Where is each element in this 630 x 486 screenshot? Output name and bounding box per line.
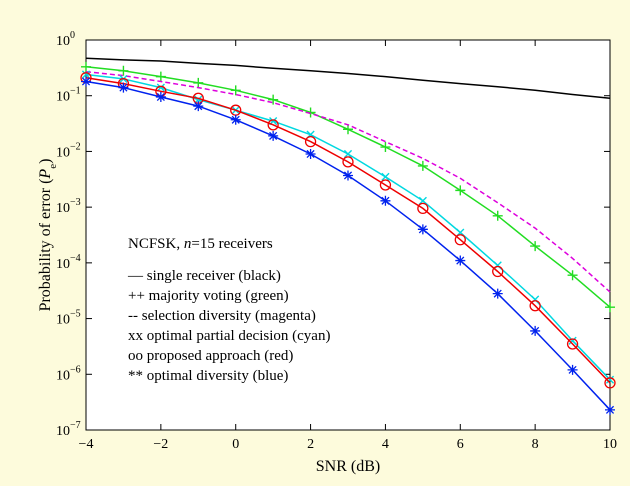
- data-point-asterisk: [492, 288, 503, 299]
- data-point-circle: [267, 119, 279, 131]
- y-tick-label: 10−7: [56, 420, 81, 439]
- data-point-x: [156, 83, 165, 92]
- plot-area: [85, 39, 611, 431]
- data-point-plus: [492, 210, 503, 221]
- x-tick-label: 0: [232, 437, 239, 452]
- data-point-plus: [605, 302, 615, 313]
- series-proposed-approach: [80, 72, 616, 389]
- series-single-receiver: [85, 57, 611, 100]
- data-point-plus: [230, 85, 241, 96]
- series-optimal-diversity: [81, 76, 615, 415]
- data-point-x: [81, 70, 91, 79]
- data-point-plus: [567, 270, 578, 281]
- x-axis-label: SNR (dB): [316, 458, 380, 475]
- data-point-plus: [81, 61, 91, 72]
- legend-header: NCFSK, n=15 receivers: [128, 236, 273, 252]
- data-point-asterisk: [455, 255, 466, 266]
- data-point-plus: [155, 71, 166, 82]
- legend-entry: -- selection diversity (magenta): [128, 308, 316, 324]
- data-point-plus: [193, 77, 204, 88]
- data-point-plus: [380, 142, 391, 153]
- x-tick-label: 10: [603, 437, 617, 452]
- series-line: [85, 77, 611, 384]
- data-point-asterisk: [230, 114, 241, 125]
- y-tick-label: 10−2: [56, 141, 81, 160]
- x-tick-label: −2: [153, 437, 168, 452]
- x-tick-label: 6: [457, 437, 464, 452]
- data-point-circle: [342, 156, 354, 168]
- data-point-plus: [268, 94, 279, 105]
- data-point-circle: [566, 338, 579, 350]
- data-point-asterisk: [343, 170, 353, 181]
- series-line: [85, 70, 611, 293]
- series-layer: [80, 57, 616, 415]
- data-point-asterisk: [305, 148, 316, 159]
- data-point-plus: [530, 241, 541, 252]
- data-point-asterisk: [417, 224, 428, 235]
- data-point-x: [568, 336, 577, 345]
- x-tick-label: −4: [79, 437, 94, 452]
- y-tick-label: 10−3: [56, 197, 81, 216]
- data-point-x: [418, 196, 427, 205]
- data-point-plus: [118, 65, 129, 76]
- series-majority-voting: [81, 61, 615, 313]
- legend-entry: ** optimal diversity (blue): [128, 368, 288, 384]
- legend-entry: — single receiver (black): [127, 268, 281, 284]
- data-point-circle: [492, 265, 504, 278]
- data-point-plus: [417, 160, 428, 171]
- data-point-plus: [455, 185, 466, 196]
- legend-entry: ++ majority voting (green): [128, 288, 289, 304]
- data-point-x: [343, 149, 353, 159]
- series-line: [85, 57, 611, 100]
- y-axis-label: Probability of error (Pe): [37, 159, 59, 312]
- data-point-asterisk: [193, 101, 204, 112]
- x-tick-label: 4: [382, 437, 389, 452]
- series-optimal-partial-decision: [81, 70, 615, 384]
- data-point-circle: [379, 179, 392, 191]
- data-point-asterisk: [605, 404, 615, 415]
- legend-entry: oo proposed approach (red): [128, 348, 293, 364]
- data-point-asterisk: [118, 82, 129, 93]
- data-point-circle: [529, 300, 541, 312]
- data-point-asterisk: [155, 91, 166, 102]
- data-point-x: [605, 375, 615, 384]
- series-selection-diversity: [85, 70, 611, 293]
- y-tick-label: 10−6: [56, 364, 81, 383]
- data-point-circle: [604, 377, 616, 389]
- legend-entry: xx optimal partial decision (cyan): [128, 328, 330, 344]
- data-point-circle: [417, 202, 429, 215]
- data-point-asterisk: [530, 325, 541, 336]
- data-point-asterisk: [268, 130, 279, 141]
- data-point-asterisk: [81, 76, 91, 87]
- data-point-x: [381, 172, 390, 181]
- y-tick-label: 10−5: [56, 309, 81, 328]
- data-point-plus: [343, 124, 353, 135]
- y-tick-label: 10−4: [56, 253, 81, 272]
- x-tick-label: 8: [532, 437, 539, 452]
- legend: NCFSK, n=15 receivers — single receiver …: [127, 236, 330, 384]
- y-tick-label: 100: [56, 30, 75, 49]
- data-point-circle: [454, 234, 466, 246]
- data-point-asterisk: [380, 195, 391, 206]
- data-point-asterisk: [567, 364, 578, 375]
- axis-ticks: −4 −2 0 2 4 6 8 10 100 10−1 10−2 10−3 10−4 10−5 10−6 10…: [56, 30, 617, 452]
- y-tick-label: 10−1: [56, 86, 81, 105]
- x-tick-label: 2: [307, 437, 314, 452]
- data-point-circle: [304, 135, 317, 148]
